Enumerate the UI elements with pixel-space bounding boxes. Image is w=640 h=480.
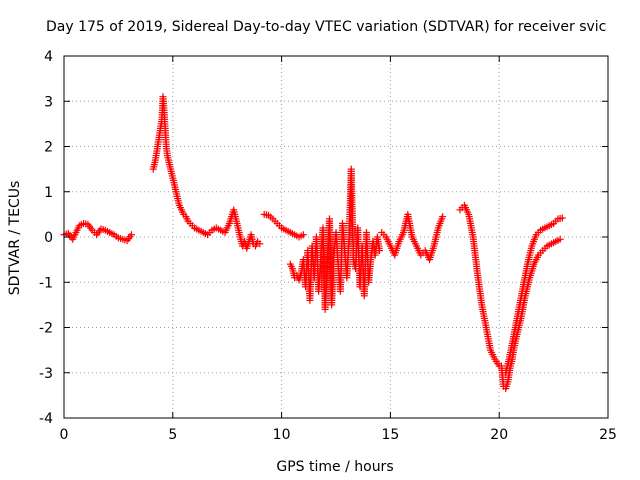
y-tick-label: 1 <box>44 185 53 201</box>
data-point <box>299 231 307 239</box>
axis-ticks <box>63 55 609 419</box>
y-axis-label: SDTVAR / TECUs <box>7 181 23 296</box>
x-axis-label: GPS time / hours <box>276 459 393 475</box>
y-tick-label: -2 <box>39 321 53 337</box>
data-point <box>127 231 135 239</box>
y-tick-label: -4 <box>39 411 53 427</box>
data-point <box>439 213 447 221</box>
data-points <box>60 93 566 393</box>
x-tick-label: 5 <box>168 427 177 443</box>
y-tick-label: -1 <box>39 275 53 291</box>
x-tick-label: 25 <box>599 427 617 443</box>
data-point <box>558 214 566 222</box>
y-tick-label: 0 <box>44 230 53 246</box>
y-tick-label: -3 <box>39 366 53 382</box>
chart-title: Day 175 of 2019, Sidereal Day-to-day VTE… <box>46 19 606 35</box>
tick-labels: 0 5 10 15 20 25 -4 -3 -2 -1 0 1 2 3 4 <box>39 49 617 443</box>
x-tick-label: 20 <box>490 427 508 443</box>
x-tick-label: 10 <box>273 427 291 443</box>
y-tick-label: 2 <box>44 140 53 156</box>
y-tick-label: 3 <box>44 94 53 110</box>
x-tick-label: 15 <box>381 427 399 443</box>
y-tick-label: 4 <box>44 49 53 65</box>
data-point <box>376 247 384 255</box>
data-point <box>256 240 264 248</box>
x-tick-label: 0 <box>60 427 69 443</box>
data-point <box>556 235 564 243</box>
